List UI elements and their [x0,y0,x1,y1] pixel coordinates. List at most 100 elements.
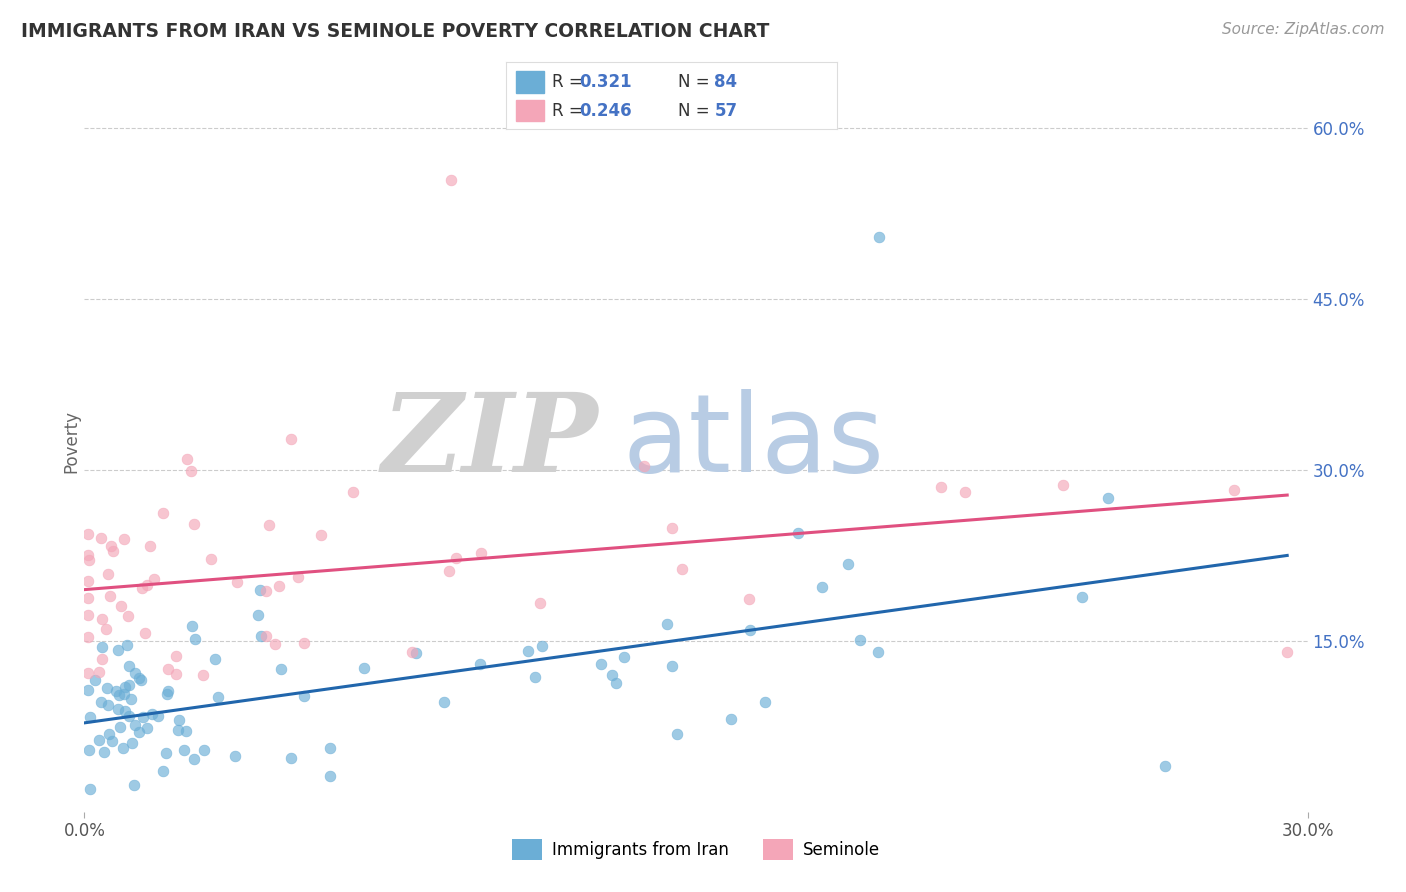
Point [138,539,160,553]
Point [193,743,215,757]
Point [1154,759,1177,773]
Point [287,570,309,584]
Point [90,695,112,709]
Point [530,639,553,653]
Point [112,741,135,756]
Point [107,702,129,716]
Point [141,707,163,722]
Point [247,608,270,623]
Point [117,609,139,624]
Point [77,591,100,605]
Point [110,599,132,613]
Text: ZIP: ZIP [381,388,598,495]
Point [148,709,170,723]
Point [124,665,146,680]
Point [100,539,122,553]
Text: atlas: atlas [623,389,884,494]
Point [79,781,101,796]
Point [107,688,129,702]
Text: R =: R = [553,102,589,120]
Point [405,646,427,660]
Point [173,742,195,756]
Text: 84: 84 [714,73,737,91]
Point [93,746,115,760]
Point [613,650,636,665]
Point [666,727,689,741]
Point [143,572,166,586]
Point [176,452,198,467]
Point [523,671,546,685]
Point [117,678,139,692]
Point [77,682,100,697]
Point [1223,483,1246,498]
Point [105,684,128,698]
Point [90,612,112,626]
Point [661,659,683,673]
Point [94,622,117,636]
Point [318,769,340,783]
Point [157,662,180,676]
Point [200,551,222,566]
Point [605,676,627,690]
Point [267,579,290,593]
Point [249,583,271,598]
Point [280,751,302,765]
Text: Source: ZipAtlas.com: Source: ZipAtlas.com [1222,22,1385,37]
Bar [516,71,544,93]
Point [77,553,100,567]
Point [270,662,292,676]
Point [440,172,463,186]
Point [112,532,135,546]
Text: 0.321: 0.321 [579,73,631,91]
Point [180,619,202,633]
Point [136,578,159,592]
Text: R =: R = [553,73,589,91]
Point [787,525,810,540]
Point [77,608,100,623]
Point [738,592,761,607]
Point [953,484,976,499]
Point [738,623,761,637]
Text: N =: N = [678,102,714,120]
Point [101,544,124,558]
Point [131,581,153,595]
Point [529,596,551,610]
Point [114,680,136,694]
Point [401,645,423,659]
Point [671,562,693,576]
Point [183,516,205,531]
Point [849,632,872,647]
Point [114,704,136,718]
Point [117,659,139,673]
Point [353,661,375,675]
Point [77,574,100,589]
Point [77,630,100,644]
Point [193,667,215,681]
Point [1097,491,1119,506]
Point [600,668,623,682]
Point [468,657,491,671]
Point [107,643,129,657]
Point [91,640,114,655]
Point [165,667,187,681]
Point [87,732,110,747]
Point [156,687,179,701]
Point [156,684,179,698]
Point [91,652,114,666]
Point [184,632,207,646]
Point [152,506,174,520]
Point [96,681,118,696]
Point [589,657,612,672]
Point [224,748,246,763]
Point [167,713,190,727]
Text: 57: 57 [714,102,737,120]
Point [1277,645,1299,659]
Text: N =: N = [678,73,714,91]
Point [129,673,152,687]
Point [128,724,150,739]
Point [132,710,155,724]
Text: IMMIGRANTS FROM IRAN VS SEMINOLE POVERTY CORRELATION CHART: IMMIGRANTS FROM IRAN VS SEMINOLE POVERTY… [21,22,769,41]
Point [101,734,124,748]
Point [152,764,174,778]
Point [77,665,100,680]
